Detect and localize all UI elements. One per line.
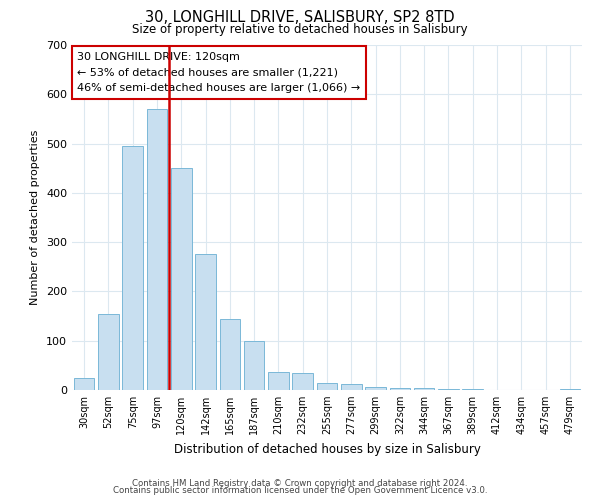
- Bar: [146, 109, 167, 390]
- Bar: [365, 387, 386, 390]
- Text: 30 LONGHILL DRIVE: 120sqm
← 53% of detached houses are smaller (1,221)
46% of se: 30 LONGHILL DRIVE: 120sqm ← 53% of detac…: [77, 52, 361, 93]
- Bar: [195, 254, 216, 390]
- Bar: [560, 389, 580, 390]
- Bar: [122, 146, 143, 390]
- Text: Contains HM Land Registry data © Crown copyright and database right 2024.: Contains HM Land Registry data © Crown c…: [132, 478, 468, 488]
- Bar: [389, 388, 410, 390]
- Bar: [463, 389, 483, 390]
- Bar: [438, 388, 459, 390]
- Text: Size of property relative to detached houses in Salisbury: Size of property relative to detached ho…: [132, 22, 468, 36]
- Bar: [292, 373, 313, 390]
- Bar: [317, 383, 337, 390]
- Text: 30, LONGHILL DRIVE, SALISBURY, SP2 8TD: 30, LONGHILL DRIVE, SALISBURY, SP2 8TD: [145, 10, 455, 25]
- Bar: [341, 384, 362, 390]
- X-axis label: Distribution of detached houses by size in Salisbury: Distribution of detached houses by size …: [173, 442, 481, 456]
- Bar: [74, 378, 94, 390]
- Bar: [98, 314, 119, 390]
- Bar: [220, 318, 240, 390]
- Bar: [268, 372, 289, 390]
- Y-axis label: Number of detached properties: Number of detached properties: [31, 130, 40, 305]
- Bar: [171, 168, 191, 390]
- Text: Contains public sector information licensed under the Open Government Licence v3: Contains public sector information licen…: [113, 486, 487, 495]
- Bar: [414, 388, 434, 390]
- Bar: [244, 340, 265, 390]
